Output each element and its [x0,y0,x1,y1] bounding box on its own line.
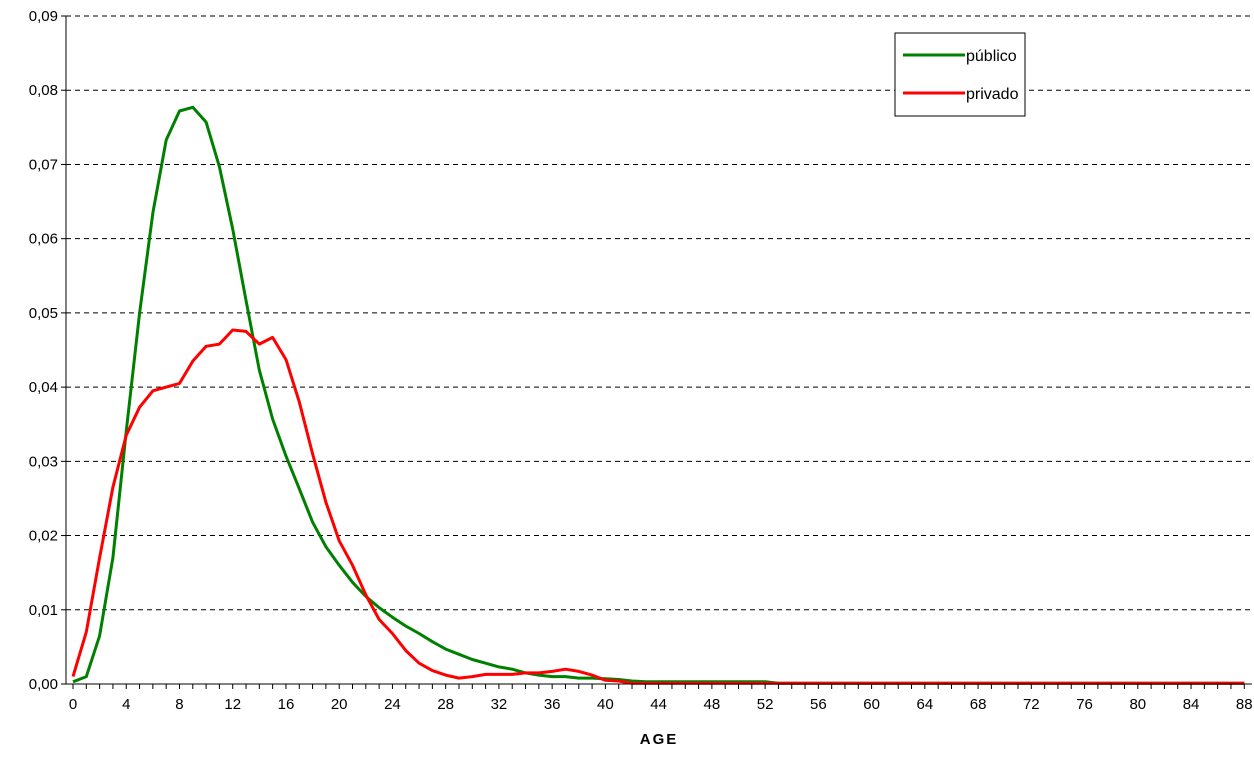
series-line-público [72,105,1245,685]
y-tick-label: 0,00 [29,676,58,693]
x-tick-label: 72 [1023,696,1040,713]
x-tick-label: 36 [544,696,561,713]
series-lines [71,105,1245,685]
legend-label: público [966,48,1017,65]
x-tick-label: 84 [1183,696,1200,713]
x-tick-label: 64 [916,696,933,713]
y-tick-label: 0,09 [29,8,58,25]
x-tick-label: 76 [1076,696,1093,713]
x-tick-label: 80 [1129,696,1146,713]
legend-box [894,32,1026,117]
x-tick-label: 4 [122,696,130,713]
series-line-privado [71,328,1245,685]
y-tick-label: 0,03 [29,453,58,470]
y-tick-label: 0,08 [29,82,58,99]
legend-label: privado [966,86,1019,103]
y-tick-label: 0,06 [29,231,58,248]
legend: público privado [894,32,1026,117]
x-tick-label: 24 [384,696,401,713]
x-tick-label: 56 [810,696,827,713]
y-tick-label: 0,07 [29,156,58,173]
y-tick-label: 0,01 [29,602,58,619]
x-axis-title: AGE [640,731,679,748]
axes [61,15,1252,689]
grid-lines [66,15,1252,611]
x-tick-label: 52 [757,696,774,713]
y-tick-labels: 0,00 0,01 0,02 0,03 0,04 0,05 0,06 0,07 0,08 0,09 [29,8,58,693]
x-tick-label: 8 [175,696,183,713]
x-tick-label: 40 [597,696,614,713]
x-tick-label: 60 [863,696,880,713]
x-tick-label: 0 [69,696,77,713]
x-tick-label: 16 [278,696,295,713]
x-tick-labels: 0 4 8 12 16 20 24 28 32 36 40 44 48 52 56 60 64 68 72 76 80 8… [69,696,1253,713]
y-tick-label: 0,04 [29,379,58,396]
x-tick-label: 12 [224,696,241,713]
x-tick-label: 68 [970,696,987,713]
y-tick-label: 0,05 [29,305,58,322]
x-tick-label: 44 [650,696,667,713]
x-tick-label: 88 [1236,696,1253,713]
x-tick-label: 32 [491,696,508,713]
x-tick-label: 28 [437,696,454,713]
y-tick-label: 0,02 [29,528,58,545]
x-tick-label: 48 [704,696,721,713]
x-tick-label: 20 [331,696,348,713]
